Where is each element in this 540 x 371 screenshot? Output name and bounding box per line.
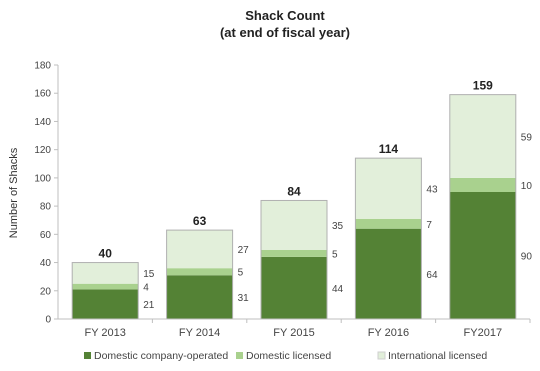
bar-group: 31 5 27 63 bbox=[166, 214, 250, 320]
bar-segment bbox=[72, 289, 139, 319]
y-axis-title: Number of Shacks bbox=[8, 147, 20, 238]
bar-segment bbox=[166, 268, 233, 276]
y-tick-label: 180 bbox=[34, 61, 51, 72]
legend-swatch bbox=[236, 352, 243, 359]
bar-segment bbox=[355, 158, 422, 219]
bar-group: 64 7 43 114 bbox=[354, 142, 438, 320]
y-tick-label: 80 bbox=[40, 202, 52, 213]
bar-segment bbox=[449, 177, 516, 192]
legend-item: Domestic company-operated bbox=[84, 350, 228, 362]
y-tick-label: 120 bbox=[34, 145, 51, 156]
bars: 21 4 15 40 31 5 27 63 44 5 35 84 64 7 43 114 90 10 59 159 bbox=[71, 79, 533, 320]
legend: Domestic company-operated Domestic licens… bbox=[84, 350, 487, 362]
legend-item: Domestic licensed bbox=[236, 350, 331, 362]
y-tick-label: 0 bbox=[45, 315, 51, 326]
x-axis: FY 2013 FY 2014 FY 2015 FY 2016 FY2017 bbox=[58, 318, 531, 339]
bar-segment bbox=[355, 228, 422, 319]
data-label: 5 bbox=[332, 249, 338, 260]
data-label: 64 bbox=[426, 270, 438, 281]
data-label: 21 bbox=[143, 300, 155, 311]
x-tick-label: FY 2016 bbox=[368, 327, 409, 339]
legend-swatch bbox=[84, 352, 91, 359]
bar-segment bbox=[261, 200, 327, 250]
total-label: 159 bbox=[473, 79, 493, 93]
total-label: 84 bbox=[287, 184, 301, 198]
bar-group: 21 4 15 40 bbox=[71, 247, 155, 320]
data-label: 31 bbox=[238, 293, 250, 304]
bar-segment bbox=[355, 218, 422, 229]
data-label: 10 bbox=[521, 181, 533, 192]
x-tick-label: FY2017 bbox=[464, 327, 503, 339]
data-label: 5 bbox=[238, 268, 244, 279]
bar-segment bbox=[72, 283, 139, 290]
data-label: 35 bbox=[332, 221, 344, 232]
legend-label: Domestic company-operated bbox=[94, 350, 228, 362]
chart-title: Shack Count bbox=[245, 8, 325, 23]
data-label: 15 bbox=[143, 269, 155, 280]
bar-segment bbox=[261, 249, 327, 257]
data-label: 90 bbox=[521, 252, 533, 263]
data-label: 44 bbox=[332, 284, 344, 295]
total-label: 114 bbox=[379, 142, 399, 156]
y-axis: 0 20 40 60 80 100 120 140 160 180 bbox=[34, 61, 59, 326]
bar-segment bbox=[449, 192, 516, 319]
data-label: 7 bbox=[426, 220, 432, 231]
bar-segment bbox=[166, 275, 233, 319]
data-label: 4 bbox=[143, 283, 149, 294]
y-tick-label: 60 bbox=[40, 230, 52, 241]
legend-label: Domestic licensed bbox=[246, 350, 331, 362]
x-tick-label: FY 2013 bbox=[85, 327, 126, 339]
bar-segment bbox=[72, 262, 139, 284]
bar-group: 90 10 59 159 bbox=[449, 79, 533, 320]
y-tick-label: 140 bbox=[34, 117, 51, 128]
data-label: 27 bbox=[238, 245, 250, 256]
bar-segment bbox=[261, 256, 327, 319]
y-tick-label: 20 bbox=[40, 286, 52, 297]
chart-subtitle: (at end of fiscal year) bbox=[220, 25, 350, 40]
bar-segment bbox=[166, 230, 233, 269]
legend-swatch bbox=[377, 351, 386, 360]
x-tick-label: FY 2015 bbox=[273, 327, 314, 339]
legend-label: International licensed bbox=[388, 350, 487, 362]
y-tick-label: 100 bbox=[34, 173, 51, 184]
bar-group: 44 5 35 84 bbox=[260, 184, 344, 320]
x-tick-label: FY 2014 bbox=[179, 327, 220, 339]
y-tick-label: 40 bbox=[40, 258, 52, 269]
total-label: 63 bbox=[193, 214, 207, 228]
legend-item: International licensed bbox=[377, 350, 487, 362]
y-tick-label: 160 bbox=[34, 89, 51, 100]
data-label: 43 bbox=[426, 184, 438, 195]
data-label: 59 bbox=[521, 132, 533, 143]
bar-segment bbox=[449, 94, 516, 178]
total-label: 40 bbox=[99, 247, 113, 261]
